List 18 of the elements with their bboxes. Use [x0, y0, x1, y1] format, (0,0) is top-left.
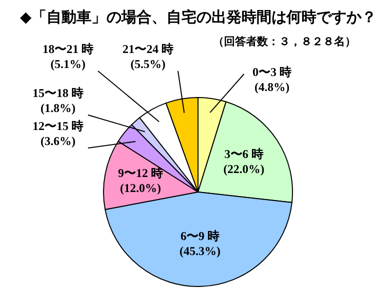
slice-label: 12〜15 時	[32, 119, 84, 134]
chart-title: ◆「自動車」の場合、自宅の出発時間は何時ですか？	[20, 8, 377, 27]
slice-label: 9〜12 時	[118, 166, 163, 180]
data-label: (5.1%)	[50, 57, 86, 72]
data-label: (5.5%)	[130, 57, 166, 72]
slice-label: 0〜3 時	[252, 65, 292, 80]
data-label: (45.3%)	[179, 244, 220, 258]
data-label: (22.0%)	[223, 162, 264, 176]
data-label: (12.0%)	[120, 181, 161, 196]
slice-label: 3〜6 時	[224, 147, 264, 162]
slice-label: 18〜21 時	[42, 42, 94, 56]
data-label: (3.6%)	[40, 134, 76, 148]
slice-label: 6〜9 時	[180, 229, 220, 244]
data-label: (1.8%)	[40, 101, 76, 116]
data-label: (4.8%)	[254, 80, 290, 94]
slice-label: 21〜24 時	[122, 42, 174, 56]
chart-subtitle: （回答者数：３，８２８名）	[213, 34, 356, 49]
slice-label: 15〜18 時	[32, 86, 84, 100]
